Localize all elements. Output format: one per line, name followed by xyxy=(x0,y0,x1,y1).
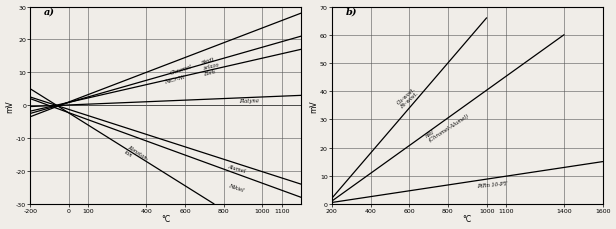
Text: a): a) xyxy=(44,8,55,16)
Y-axis label: mV: mV xyxy=(309,99,318,112)
Text: nikl
(Chromel-Alumel): nikl (Chromel-Alumel) xyxy=(424,108,470,143)
Text: niedt
zelazo
Eleh: niedt zelazo Eleh xyxy=(200,57,221,76)
X-axis label: °C: °C xyxy=(463,215,472,224)
Y-axis label: mV: mV xyxy=(6,99,15,112)
Text: Alumel: Alumel xyxy=(227,163,247,173)
Text: Platyna: Platyna xyxy=(239,98,259,104)
Text: Chromel: Chromel xyxy=(169,64,193,76)
Text: Cu-wost.
Fe-wost.: Cu-wost. Fe-wost. xyxy=(395,86,420,109)
Text: NiCr-Ni: NiCr-Ni xyxy=(164,74,185,85)
Text: b): b) xyxy=(346,8,357,16)
Text: PtRn 10-PT: PtRn 10-PT xyxy=(477,180,508,188)
X-axis label: °C: °C xyxy=(161,215,170,224)
Text: Nikiel: Nikiel xyxy=(227,183,244,193)
Text: Konstan-
tan: Konstan- tan xyxy=(123,144,148,166)
